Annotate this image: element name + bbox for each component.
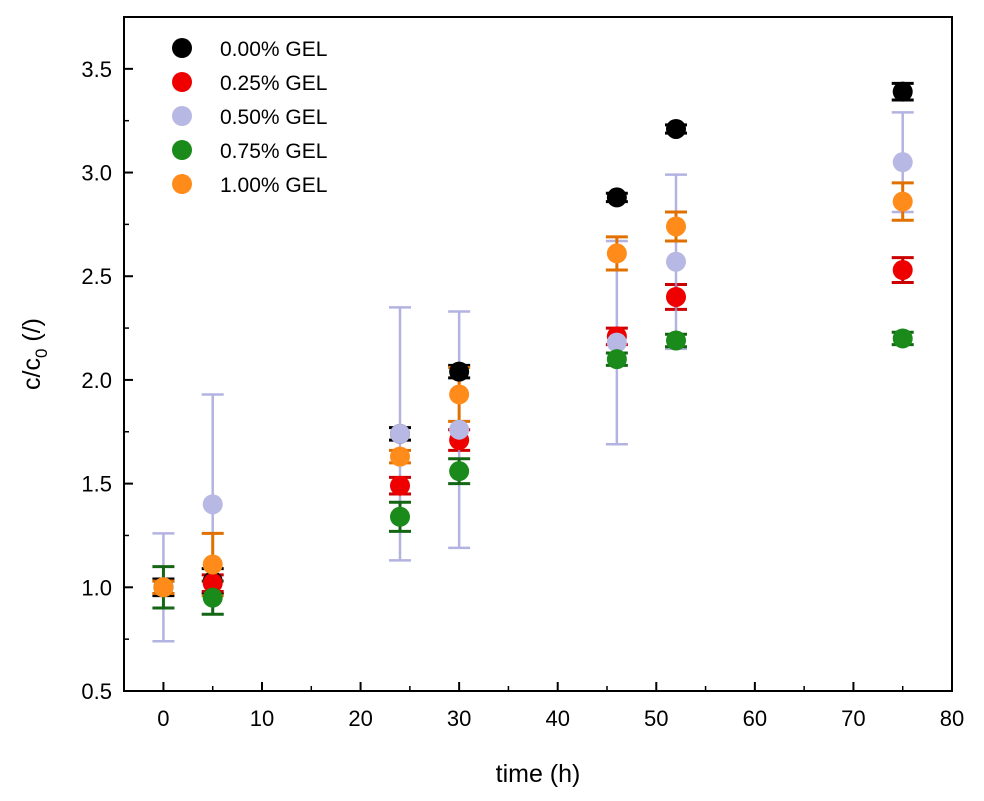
data-points [153,81,913,608]
x-tick-label: 40 [545,706,569,731]
legend-label: 1.00% GEL [220,174,327,197]
legend-marker [172,140,192,160]
data-point [202,494,223,515]
legend: 0.00% GEL 0.25% GEL 0.50% GEL 0.75% GEL 1.00… [172,38,327,197]
data-point [606,243,627,264]
data-point [892,328,913,349]
y-axis-title-subscript: 0 [32,349,51,358]
legend-marker [172,174,192,194]
legend-marker [172,106,192,126]
data-point [666,330,686,351]
data-point [449,461,470,482]
x-tick-label: 0 [157,706,169,731]
data-point [666,286,686,307]
data-point [153,577,174,598]
legend-label: 0.50% GEL [220,106,327,129]
data-point [666,251,686,272]
x-axis-title: time (h) [496,760,581,788]
legend-marker [172,38,192,58]
y-tick-label: 1.0 [81,575,112,600]
data-point [449,384,470,405]
data-point [666,216,686,237]
data-point [449,361,470,382]
data-point [606,349,627,370]
data-point [892,191,913,212]
data-point [666,118,686,139]
data-point [892,260,913,281]
data-point [892,152,913,173]
data-point [202,573,223,594]
legend-label: 0.00% GEL [220,38,327,61]
x-tick-label: 70 [841,706,865,731]
x-tick-label: 80 [940,706,964,731]
y-tick-label: 3.0 [81,161,112,186]
error-bars [152,81,914,643]
data-point [449,419,470,440]
legend-marker [172,72,192,92]
x-tick-label: 20 [348,706,372,731]
data-point [202,587,223,608]
data-point [390,423,410,444]
y-tick-label: 2.0 [81,368,112,393]
data-point [892,81,913,102]
x-tick-label: 10 [250,706,274,731]
x-tick-label: 60 [743,706,767,731]
data-point [606,332,627,353]
data-point [202,554,223,575]
data-point [606,187,627,208]
y-tick-label: 3.5 [81,57,112,82]
y-tick-label: 1.5 [81,472,112,497]
y-axis-title: c/c0 (/) [18,318,51,390]
data-point [390,475,410,496]
legend-label: 0.25% GEL [220,72,327,95]
y-tick-label: 0.5 [81,679,112,704]
data-point [390,506,410,527]
plot-frame [123,16,953,692]
y-axis-title-unit: (/) [18,318,46,349]
data-point [390,446,410,467]
axis-ticks: 0 10 20 30 40 50 60 70 80 0.5 1.0 1.5 2.0 2.5 3.0 3.5 [81,57,964,731]
legend-label: 0.75% GEL [220,140,327,163]
y-tick-label: 2.5 [81,264,112,289]
x-tick-label: 30 [447,706,471,731]
x-tick-label: 50 [644,706,668,731]
y-axis-title-main: c/c [18,358,46,390]
